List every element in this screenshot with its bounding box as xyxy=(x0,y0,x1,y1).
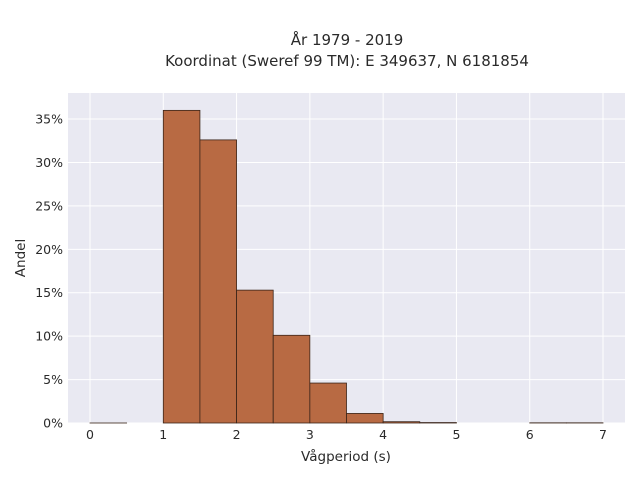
histogram-bar xyxy=(236,289,274,424)
y-tick-label: 25% xyxy=(35,198,63,213)
y-tick-label: 15% xyxy=(35,285,63,300)
histogram-bar xyxy=(382,421,421,424)
histogram-bar xyxy=(272,334,311,424)
y-tick-label: 10% xyxy=(35,329,63,344)
bars xyxy=(89,109,604,424)
x-axis-ticks: 0 1 2 3 4 5 6 7 xyxy=(86,427,607,442)
y-tick-label: 0% xyxy=(43,416,63,431)
y-tick-label: 30% xyxy=(35,155,63,170)
x-tick-label: 1 xyxy=(159,427,167,442)
x-tick-label: 6 xyxy=(526,427,534,442)
grid-lines xyxy=(68,93,625,424)
y-axis-label: Andel xyxy=(13,239,29,277)
x-tick-label: 5 xyxy=(452,427,460,442)
x-tick-label: 0 xyxy=(86,427,94,442)
plot-area xyxy=(68,93,625,423)
x-tick-label: 3 xyxy=(306,427,314,442)
histogram-bar xyxy=(309,382,347,424)
x-tick-label: 4 xyxy=(379,427,387,442)
y-axis-ticks: 0% 5% 10% 15% 20% 25% 30% 35% xyxy=(35,112,63,431)
x-axis-label: Vågperiod (s) xyxy=(301,448,391,465)
x-tick-label: 2 xyxy=(233,427,241,442)
histogram-bar xyxy=(162,109,201,424)
histogram-bar xyxy=(199,139,237,424)
y-tick-label: 5% xyxy=(43,372,63,387)
chart-title: År 1979 - 2019 xyxy=(291,30,404,49)
y-tick-label: 20% xyxy=(35,242,63,257)
histogram-bar xyxy=(346,413,384,424)
x-tick-label: 7 xyxy=(599,427,607,442)
y-tick-label: 35% xyxy=(35,112,63,127)
chart-subtitle: Koordinat (Sweref 99 TM): E 349637, N 61… xyxy=(165,52,529,70)
